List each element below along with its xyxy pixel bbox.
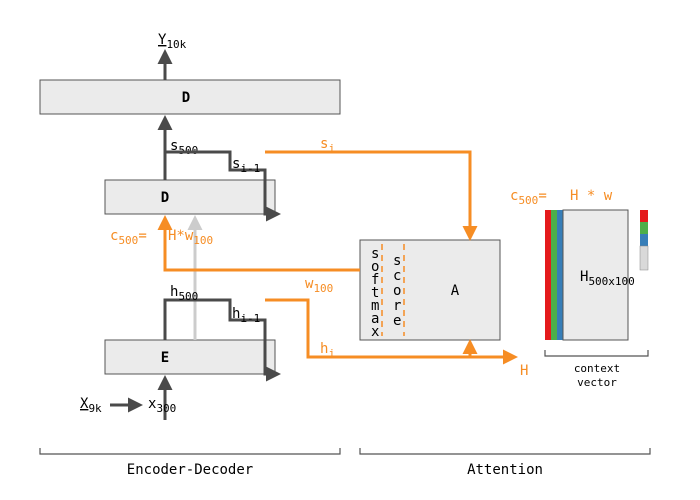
svg-text:r: r	[393, 298, 401, 314]
svg-text:x: x	[371, 324, 379, 340]
label-X9k: X9k	[80, 396, 102, 415]
label-attn: Attention	[467, 462, 543, 478]
attention-diagram: D D E s o f t m a x s c o r e A H500x100	[0, 0, 700, 500]
svg-text:s: s	[393, 253, 401, 269]
score-label: s c o r e	[393, 253, 401, 329]
label-hi1: hi-1	[232, 306, 260, 325]
context-label-1: context	[574, 362, 620, 375]
label-Y: Y10k	[158, 32, 187, 51]
label-si1: si-1	[232, 156, 260, 175]
svg-text:o: o	[393, 283, 401, 299]
label-c500: c500=	[110, 228, 147, 247]
node-D-mid-label: D	[161, 190, 169, 206]
label-encdec: Encoder-Decoder	[127, 462, 253, 478]
node-E	[105, 340, 275, 374]
label-w100: w100	[305, 276, 333, 295]
softmax-label: s o f t m a x	[371, 246, 379, 340]
context-label-2: vector	[577, 376, 617, 389]
label-s500: s500	[170, 138, 198, 157]
node-E-label: E	[161, 350, 169, 366]
context-bracket	[545, 350, 648, 356]
node-A-label: A	[451, 283, 460, 299]
label-c500-right: c500=	[510, 188, 547, 207]
svg-text:e: e	[393, 313, 401, 329]
bracket-attn	[360, 448, 650, 454]
arrow-si	[265, 152, 470, 238]
label-x300: x300	[148, 396, 176, 415]
bracket-encdec	[40, 448, 340, 454]
label-Hw100: H*w100	[168, 228, 213, 247]
label-Hstarw: H * w	[570, 188, 613, 204]
svg-text:c: c	[393, 268, 401, 284]
w-vector	[640, 210, 648, 270]
label-H-out: H	[520, 363, 528, 379]
node-A	[360, 240, 500, 340]
node-D-mid	[105, 180, 275, 214]
node-D-top-label: D	[182, 90, 190, 106]
